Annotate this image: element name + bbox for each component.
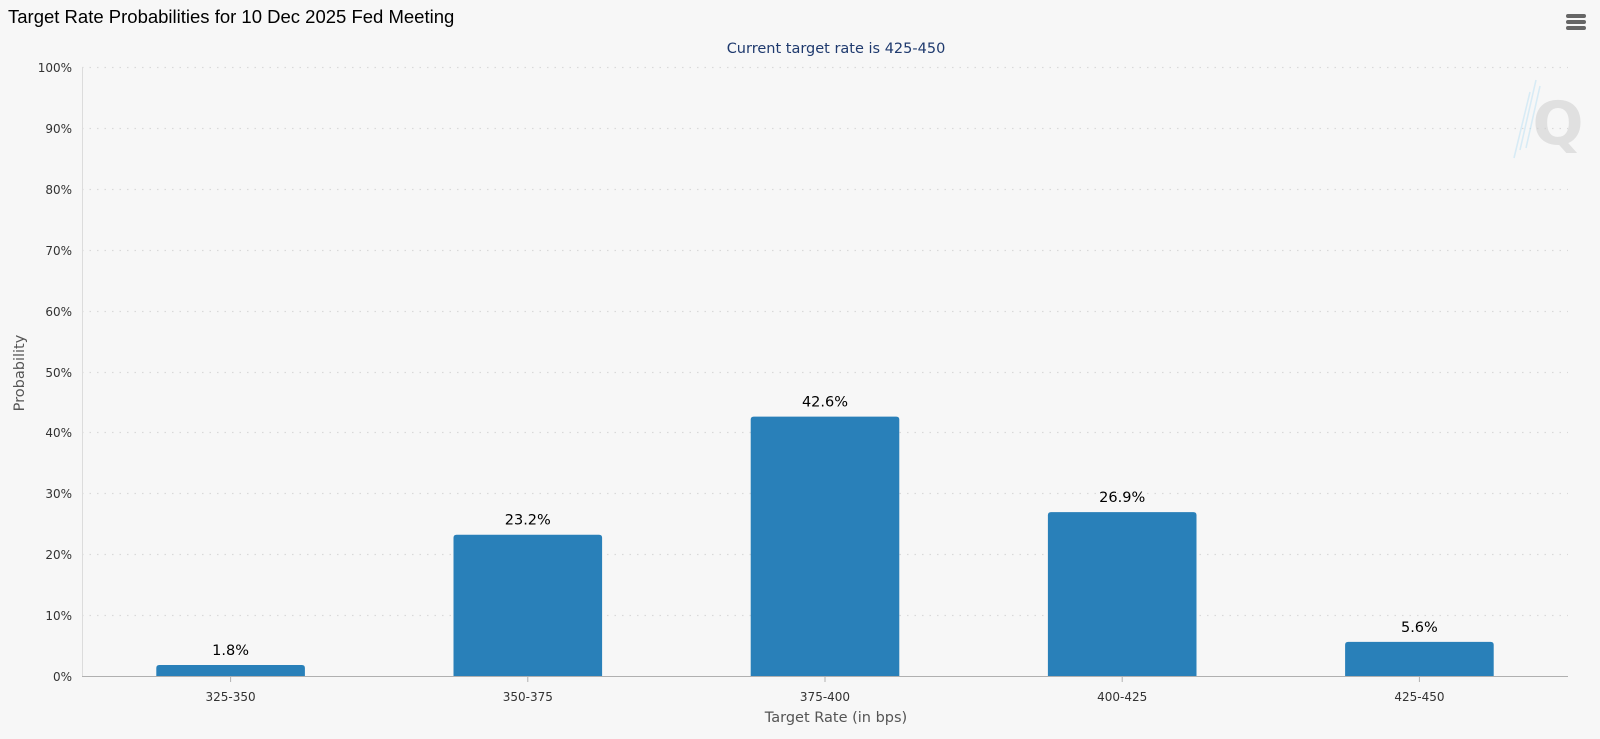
- svg-text:Q: Q: [1532, 89, 1583, 159]
- y-tick-label: 10%: [45, 609, 72, 623]
- data-label: 1.8%: [212, 643, 249, 659]
- y-axis-title: Probability: [12, 334, 28, 411]
- y-tick-label: 90%: [45, 122, 72, 136]
- menu-line-icon: [1566, 26, 1586, 30]
- bar-325-350[interactable]: [156, 665, 305, 676]
- x-tick-label: 425-450: [1394, 690, 1444, 704]
- y-axis-ticks: 0% 10% 20% 30% 40% 50% 60% 70% 80% 90% 100%: [38, 61, 72, 684]
- data-label: 26.9%: [1099, 490, 1145, 506]
- x-axis-ticks: 325-350 350-375 375-400 400-425 425-450: [206, 676, 1444, 704]
- chart-subtitle: Current target rate is 425-450: [727, 41, 946, 57]
- bar-375-400[interactable]: [750, 416, 900, 676]
- y-tick-label: 20%: [45, 548, 72, 562]
- menu-line-icon: [1566, 20, 1586, 24]
- chart-menu-button[interactable]: [1566, 14, 1588, 32]
- x-tick-label: 375-400: [800, 690, 850, 704]
- q-logo-watermark: Q: [1513, 79, 1584, 159]
- x-tick-label: 350-375: [503, 690, 553, 704]
- y-tick-label: 50%: [45, 366, 72, 380]
- data-label: 23.2%: [505, 513, 551, 529]
- data-label: 42.6%: [802, 395, 848, 411]
- y-tick-label: 60%: [45, 305, 72, 319]
- data-label: 5.6%: [1401, 620, 1438, 636]
- bar-400-425[interactable]: [1047, 512, 1197, 676]
- y-tick-label: 80%: [45, 183, 72, 197]
- y-tick-label: 70%: [45, 244, 72, 258]
- x-axis-title: Target Rate (in bps): [764, 710, 907, 726]
- bar-350-375[interactable]: [453, 534, 603, 676]
- y-tick-label: 40%: [45, 426, 72, 440]
- x-tick-label: 400-425: [1097, 690, 1147, 704]
- page-title: Target Rate Probabilities for 10 Dec 202…: [8, 6, 455, 27]
- bars: [156, 416, 1494, 676]
- y-tick-label: 0%: [53, 670, 72, 684]
- y-tick-label: 100%: [38, 61, 72, 75]
- data-labels: 1.8% 23.2% 42.6% 26.9% 5.6%: [212, 395, 1438, 659]
- menu-line-icon: [1566, 14, 1586, 18]
- x-tick-label: 325-350: [206, 690, 256, 704]
- bar-425-450[interactable]: [1345, 641, 1494, 676]
- y-tick-label: 30%: [45, 487, 72, 501]
